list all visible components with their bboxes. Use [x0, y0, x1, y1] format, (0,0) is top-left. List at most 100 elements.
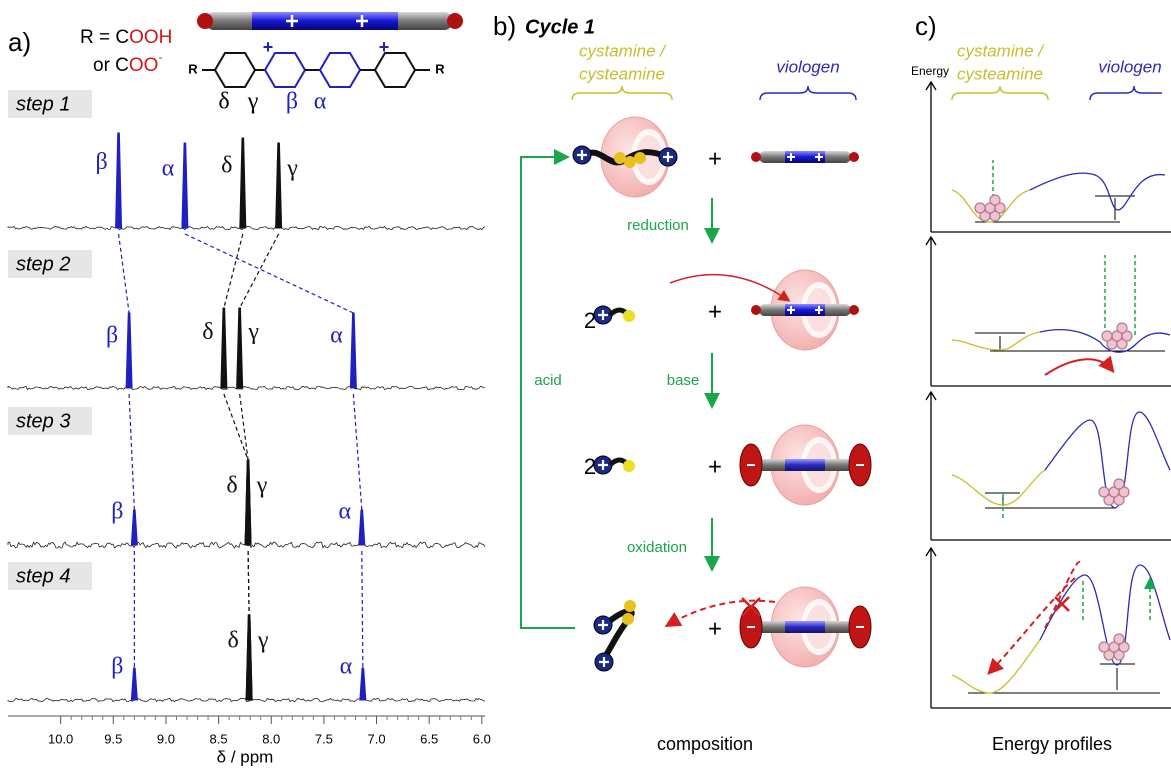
peak-label: δ	[227, 628, 238, 654]
panel-label: c)	[915, 11, 937, 41]
correlation-line	[119, 234, 130, 313]
column-header: cysteamine	[579, 64, 665, 83]
structure-atom: R	[435, 61, 445, 76]
plus: +	[708, 615, 722, 642]
peak-label: δ	[202, 319, 213, 345]
x-tick-label: 9.0	[157, 731, 175, 746]
charge: +	[379, 37, 390, 57]
rod-cartoon	[197, 12, 463, 30]
peak-label: α	[330, 323, 343, 349]
plus: +	[708, 298, 722, 325]
peak-label: β	[95, 149, 107, 175]
return-arrow	[521, 157, 575, 628]
peak-label: α	[340, 654, 353, 680]
step-label: base	[667, 372, 700, 389]
r-group-line: or COO-	[93, 50, 162, 76]
step-label: step 2	[16, 253, 70, 275]
position-label: β	[286, 89, 298, 115]
step-label: step 4	[16, 565, 70, 587]
position-label: δ	[218, 89, 229, 115]
figure: a) R = COOH or COO- R R + + δ γ β α 10.0…	[0, 0, 1171, 769]
column-header: cystamine /	[579, 41, 667, 60]
peak-label: α	[162, 156, 175, 182]
position-label: α	[314, 89, 327, 115]
peak	[350, 313, 356, 388]
row-2	[594, 270, 859, 350]
column-header: cysteamine	[957, 64, 1043, 83]
r-text: OOH	[129, 27, 172, 48]
peak-label: γ	[256, 473, 268, 499]
step-label: reduction	[627, 217, 689, 234]
step-label: step 1	[16, 93, 70, 115]
correlation-line	[240, 234, 279, 308]
r-text: or C	[93, 55, 129, 76]
peak	[237, 308, 243, 388]
peak-label: β	[111, 499, 123, 525]
peak-label: γ	[247, 319, 259, 345]
step-label: oxidation	[627, 539, 687, 556]
coefficient: 2	[584, 454, 596, 479]
x-tick-label: 7.0	[368, 731, 386, 746]
peak	[221, 308, 227, 388]
peak	[276, 143, 282, 228]
peak-label: γ	[286, 156, 298, 182]
correlation-line	[248, 551, 249, 615]
peak-label: δ	[226, 473, 237, 499]
peak-label: δ	[221, 152, 232, 178]
x-tick-label: 8.0	[262, 731, 280, 746]
peak	[245, 460, 251, 545]
peak	[131, 668, 137, 700]
correlation-line	[185, 234, 353, 313]
peak	[360, 668, 366, 700]
r-text: -	[158, 50, 162, 64]
brace	[760, 86, 856, 100]
peak	[131, 510, 137, 545]
brace	[952, 86, 1048, 100]
step-label: step 3	[16, 410, 70, 432]
peak	[116, 133, 122, 228]
column-header: cystamine /	[957, 41, 1045, 60]
energy-profiles	[926, 82, 1171, 708]
structure	[202, 53, 430, 87]
peak-label: α	[339, 499, 352, 525]
r-text: R = C	[80, 27, 129, 48]
x-tick-label: 6.0	[473, 731, 491, 746]
charge: +	[263, 37, 274, 57]
correlation-line	[224, 234, 243, 308]
r-group-line: R = COOH	[80, 27, 172, 48]
caption: Energy profiles	[992, 734, 1112, 754]
brace	[572, 86, 672, 100]
row-3	[594, 425, 871, 505]
peak	[240, 138, 246, 228]
spectrum-plot: 10.0 9.5 9.0 8.5 8.0 7.5 7.0 6.5 6.0 δ / ppm step …	[8, 90, 491, 766]
column-header: viologen	[776, 57, 839, 76]
x-tick-label: 10.0	[48, 731, 73, 746]
x-axis-label: δ / ppm	[217, 747, 274, 766]
peak	[182, 143, 188, 228]
caption: composition	[657, 734, 753, 754]
peak	[126, 313, 132, 388]
column-header: viologen	[1098, 57, 1161, 76]
x-tick-label: 9.5	[104, 731, 122, 746]
peak	[246, 615, 252, 700]
axis-label: Energy	[911, 64, 949, 78]
panel-label: b)	[493, 11, 516, 41]
panel-label: a)	[8, 27, 31, 57]
baseline-noise	[8, 386, 485, 389]
x-tick-label: 7.5	[315, 731, 333, 746]
plus: +	[708, 453, 722, 480]
x-tick-label: 6.5	[420, 731, 438, 746]
panel-title: Cycle 1	[525, 16, 595, 38]
correlation-line	[353, 394, 361, 510]
peak-label: β	[111, 654, 123, 680]
correlation-line	[362, 551, 363, 668]
peak-label: γ	[257, 628, 269, 654]
x-tick-label: 8.5	[210, 731, 228, 746]
correlation-line	[129, 394, 134, 510]
correlation-line	[224, 394, 248, 460]
step-label: acid	[534, 372, 562, 389]
structure-atom: R	[188, 61, 198, 76]
peak	[359, 510, 365, 545]
r-text: OO	[129, 55, 159, 76]
plus: +	[708, 145, 722, 172]
